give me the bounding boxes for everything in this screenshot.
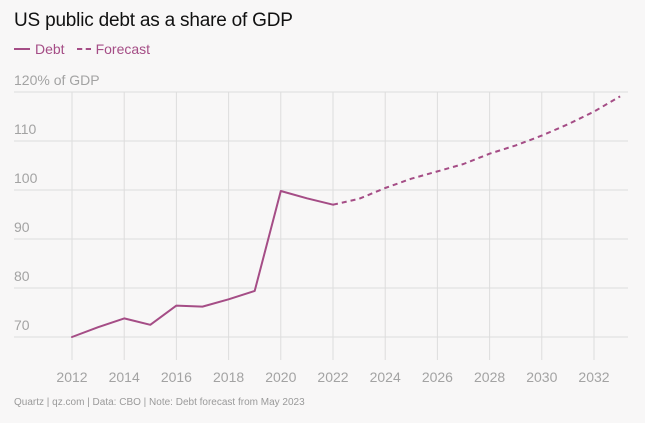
x-tick-label: 2020 bbox=[265, 369, 296, 385]
legend-item-forecast: Forecast bbox=[76, 41, 151, 57]
y-tick-label: 90 bbox=[14, 219, 30, 235]
series-line-debt bbox=[71, 190, 334, 338]
legend-swatch-forecast bbox=[76, 48, 91, 50]
x-tick-label: 2016 bbox=[161, 369, 192, 385]
y-tick-label: 100 bbox=[14, 170, 38, 186]
x-tick-label: 2028 bbox=[474, 369, 505, 385]
legend-label-debt: Debt bbox=[35, 41, 65, 57]
x-tick-label: 2024 bbox=[370, 369, 401, 385]
legend-item-debt: Debt bbox=[14, 41, 65, 57]
series-line-forecast bbox=[332, 95, 621, 206]
legend-label-forecast: Forecast bbox=[95, 41, 151, 57]
x-tick-label: 2018 bbox=[213, 369, 244, 385]
legend-swatch-debt bbox=[14, 48, 30, 50]
chart-title: US public debt as a share of GDP bbox=[14, 10, 293, 31]
x-tick-label: 2032 bbox=[578, 369, 609, 385]
y-tick-label: 70 bbox=[14, 317, 30, 333]
y-tick-label: 80 bbox=[14, 268, 30, 284]
x-tick-label: 2030 bbox=[526, 369, 557, 385]
y-tick-label: 110 bbox=[14, 121, 37, 137]
footer-source-note: Quartz | qz.com | Data: CBO | Note: Debt… bbox=[14, 397, 305, 408]
x-tick-label: 2022 bbox=[317, 369, 348, 385]
x-tick-label: 2014 bbox=[109, 369, 140, 385]
x-tick-label: 2012 bbox=[56, 369, 87, 385]
y-tick-label: 120% of GDP bbox=[14, 72, 100, 88]
x-tick-label: 2026 bbox=[422, 369, 453, 385]
legend: Debt Forecast bbox=[14, 41, 162, 57]
